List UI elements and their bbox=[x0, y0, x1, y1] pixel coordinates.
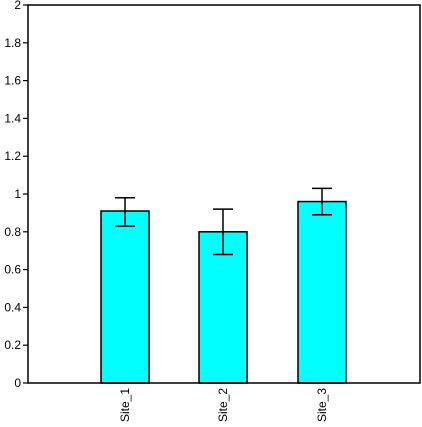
y-tick-label: 1.2 bbox=[4, 149, 21, 163]
y-tick-label: 2 bbox=[14, 0, 21, 12]
error-bars-group bbox=[115, 187, 332, 256]
y-tick-label: 0 bbox=[14, 376, 21, 390]
y-tick-label: 1.6 bbox=[4, 74, 21, 88]
x-tick-label: Site_3 bbox=[315, 388, 329, 422]
y-tick-label: 1 bbox=[14, 187, 21, 201]
y-tick-label: 0.8 bbox=[4, 225, 21, 239]
x-axis: Site_1 Site_2 Site_3 bbox=[118, 388, 329, 422]
x-tick-label: Site_2 bbox=[216, 388, 230, 422]
bar-site-3 bbox=[297, 200, 347, 384]
bar-site-1 bbox=[100, 210, 150, 384]
x-tick-label: Site_1 bbox=[118, 388, 132, 422]
y-tick-label: 0.4 bbox=[4, 300, 21, 314]
y-axis: 0 0.2 0.4 0.6 0.8 1 1.2 1.4 1.6 1.8 2 bbox=[4, 0, 28, 390]
y-tick-label: 0.2 bbox=[4, 338, 21, 352]
y-tick-label: 1.4 bbox=[4, 111, 21, 125]
bar-site-2 bbox=[198, 231, 248, 384]
y-tick-label: 1.8 bbox=[4, 36, 21, 50]
y-tick-label: 0.6 bbox=[4, 263, 21, 277]
